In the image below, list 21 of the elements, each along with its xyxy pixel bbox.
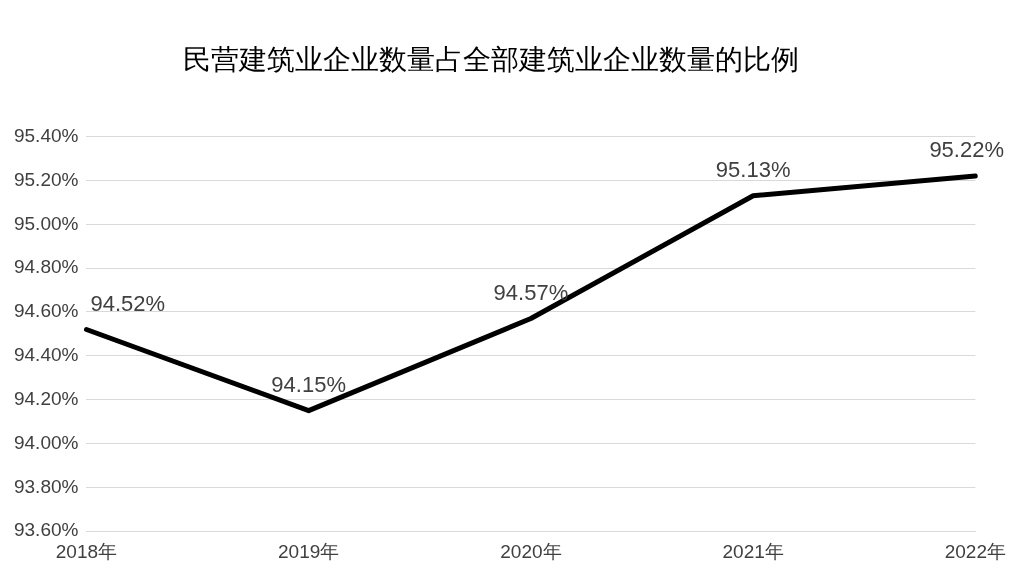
data-label: 95.13% — [715, 156, 791, 182]
y-tick-label: 94.20% — [13, 387, 79, 409]
y-tick-label: 94.80% — [13, 256, 79, 278]
data-label: 95.22% — [929, 137, 1004, 163]
y-tick-label: 93.80% — [13, 475, 79, 497]
y-tick-label: 94.60% — [13, 300, 79, 322]
y-tick-label: 95.00% — [13, 212, 79, 234]
chart-title: 民营建筑业企业数量占全部建筑业企业数量的比例 — [183, 44, 799, 76]
y-tick-label: 95.40% — [13, 124, 79, 146]
y-tick-label: 94.00% — [13, 431, 79, 453]
y-tick-label: 94.40% — [13, 344, 79, 366]
data-label: 94.57% — [493, 279, 569, 305]
x-tick-label: 2020年 — [500, 540, 562, 562]
y-tick-label: 95.20% — [13, 168, 79, 190]
x-tick-label: 2019年 — [278, 540, 340, 562]
x-tick-label: 2021年 — [722, 540, 784, 562]
data-label: 94.15% — [271, 371, 346, 397]
x-tick-label: 2022年 — [944, 540, 1007, 562]
data-label: 94.52% — [90, 290, 166, 316]
y-tick-label: 93.60% — [13, 519, 79, 541]
x-tick-label: 2018年 — [55, 540, 118, 562]
